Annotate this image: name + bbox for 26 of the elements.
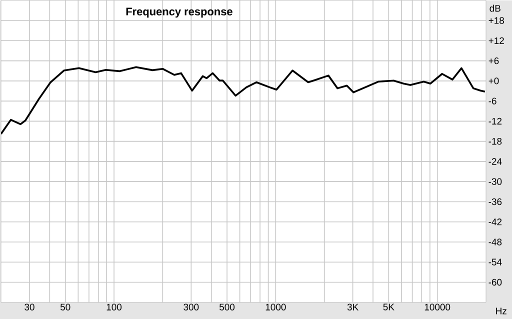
y-tick-label: +18 xyxy=(488,16,504,24)
x-tick-label: 10000 xyxy=(424,304,450,310)
x-tick-label: 100 xyxy=(106,304,122,310)
text: Frequency response xyxy=(126,8,232,18)
y-axis-title: dB xyxy=(490,4,500,12)
y-tick-label: -48 xyxy=(488,238,502,246)
x-tick-label: 3K xyxy=(347,304,358,310)
x-tick-label: 30 xyxy=(24,304,34,310)
y-tick-label: -60 xyxy=(488,278,502,286)
y-tick-label: -30 xyxy=(488,178,502,185)
y-tick-label: -54 xyxy=(488,258,502,266)
y-tick-label: -42 xyxy=(488,218,502,225)
x-tick-label: 500 xyxy=(219,304,235,310)
y-tick-label: -24 xyxy=(488,158,502,165)
y-tick-label: +0 xyxy=(488,77,499,84)
x-tick-label: 300 xyxy=(184,304,199,310)
y-tick-label: +6 xyxy=(488,57,499,64)
y-tick-label: +12 xyxy=(488,37,504,44)
y-tick-label: -36 xyxy=(488,198,502,205)
x-axis-title: Hz xyxy=(496,308,506,314)
y-tick-label: -6 xyxy=(488,98,496,104)
x-tick-label: 50 xyxy=(60,304,70,310)
y-tick-label: -18 xyxy=(488,138,502,144)
y-tick-label: -12 xyxy=(488,118,502,124)
x-tick-label: 5K xyxy=(383,304,394,310)
x-tick-label: 1000 xyxy=(266,304,286,310)
